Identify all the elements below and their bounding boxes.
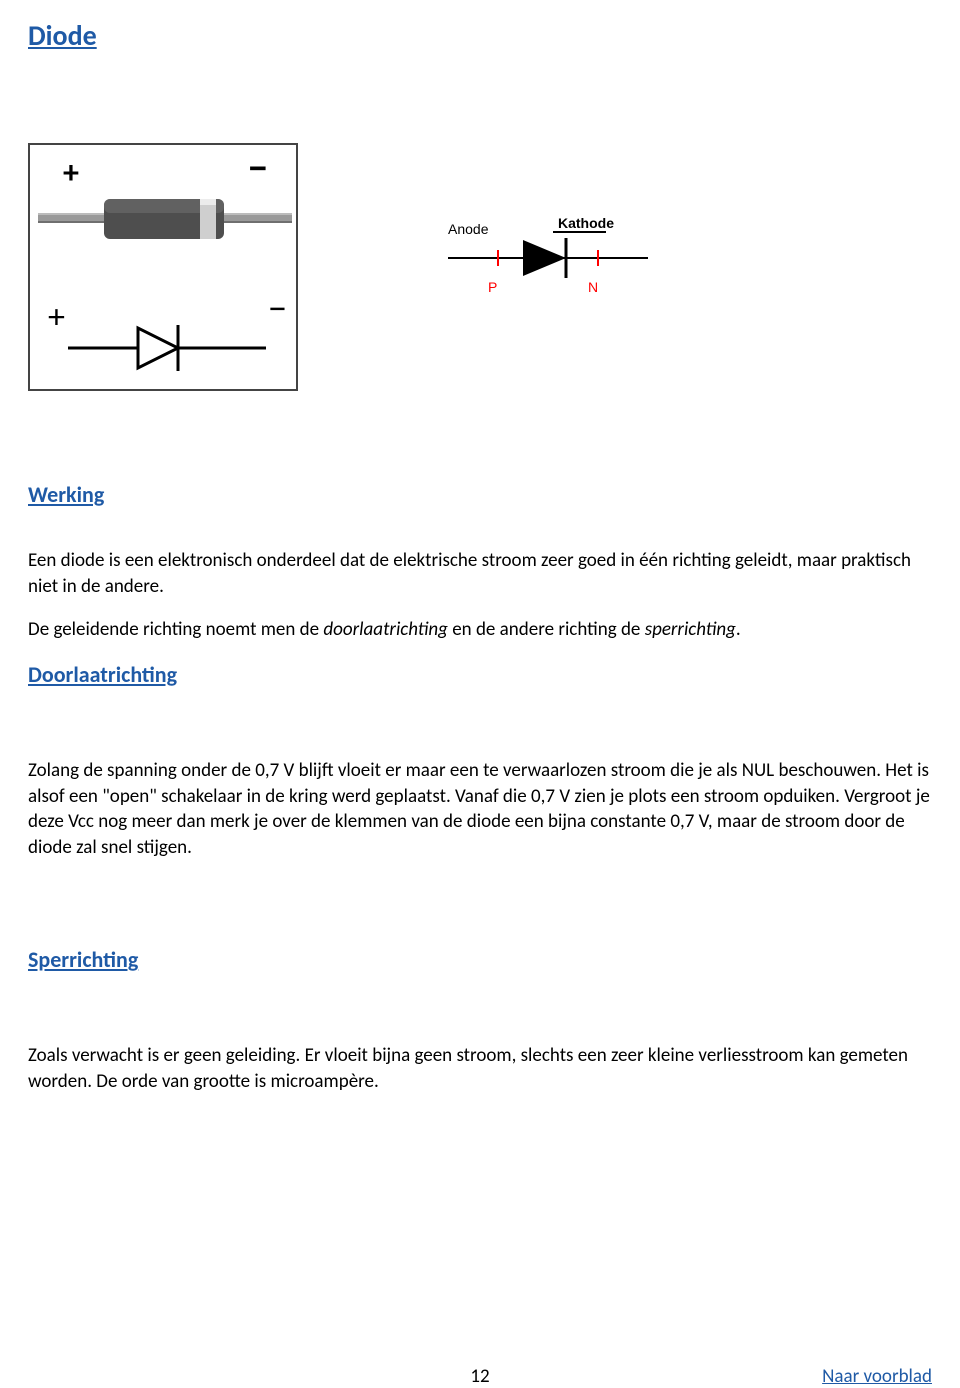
werking-p2-em2: sperrichting bbox=[645, 618, 736, 641]
diode-photo-svg: + − + − bbox=[38, 153, 292, 385]
symbol-plus-label: + bbox=[48, 297, 65, 338]
section-heading-werking: Werking bbox=[28, 481, 932, 508]
werking-p2-b: en de andere richting de bbox=[448, 618, 645, 641]
link-naar-voorblad[interactable]: Naar voorblad bbox=[822, 1365, 932, 1388]
diode-symbol-triangle bbox=[138, 328, 178, 368]
symbol-triangle bbox=[523, 240, 566, 276]
n-label: N bbox=[588, 279, 598, 295]
werking-p2: De geleidende richting noemt men de door… bbox=[28, 617, 932, 643]
figure-row: + − + − Anode Kathode bbox=[28, 143, 932, 391]
anode-label: Anode bbox=[448, 221, 489, 237]
werking-p2-a: De geleidende richting noemt men de bbox=[28, 618, 323, 641]
section-heading-sper: Sperrichting bbox=[28, 946, 932, 973]
photo-plus-label: + bbox=[63, 153, 79, 192]
p-label: P bbox=[488, 279, 497, 295]
kathode-label: Kathode bbox=[558, 215, 614, 231]
diode-symbol-svg: Anode Kathode P N bbox=[438, 210, 658, 320]
werking-p1: Een diode is een elektronisch onderdeel … bbox=[28, 548, 932, 599]
doorlaat-p1: Zolang de spanning onder de 0,7 V blijft… bbox=[28, 758, 932, 861]
sper-p1: Zoals verwacht is er geen geleiding. Er … bbox=[28, 1043, 932, 1094]
photo-minus-label: − bbox=[248, 153, 268, 192]
werking-p2-c: . bbox=[736, 618, 741, 641]
page-title: Diode bbox=[28, 18, 932, 53]
section-heading-doorlaat: Doorlaatrichting bbox=[28, 661, 932, 688]
werking-p2-em1: doorlaatrichting bbox=[323, 618, 448, 641]
diode-photo-box: + − + − bbox=[28, 143, 298, 391]
page-number: 12 bbox=[470, 1365, 489, 1388]
symbol-minus-label: − bbox=[268, 286, 287, 332]
diode-symbol-labeled: Anode Kathode P N bbox=[438, 210, 658, 325]
